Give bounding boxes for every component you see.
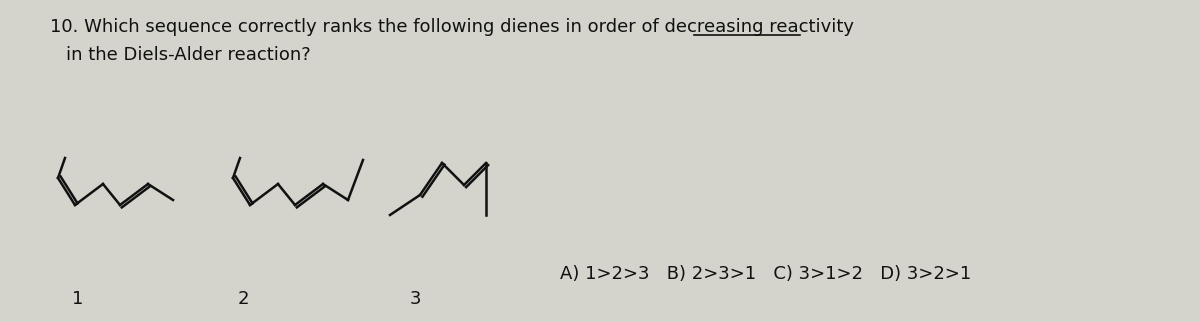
- Text: A) 1>2>3   B) 2>3>1   C) 3>1>2   D) 3>2>1: A) 1>2>3 B) 2>3>1 C) 3>1>2 D) 3>2>1: [560, 265, 971, 283]
- Text: in the Diels-Alder reaction?: in the Diels-Alder reaction?: [66, 46, 311, 64]
- Text: 10. Which sequence correctly ranks the following dienes in order of decreasing r: 10. Which sequence correctly ranks the f…: [50, 18, 854, 36]
- Text: 3: 3: [409, 290, 421, 308]
- Text: 1: 1: [72, 290, 84, 308]
- Text: 2: 2: [238, 290, 248, 308]
